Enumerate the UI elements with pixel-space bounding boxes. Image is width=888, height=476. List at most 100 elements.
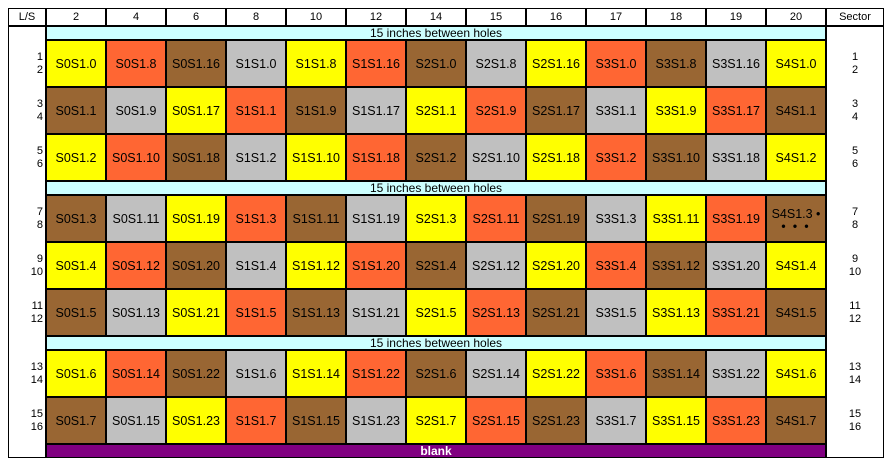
hole-tile: S0S1.21 xyxy=(166,289,226,336)
hole-tile: S3S1.11 xyxy=(646,195,706,242)
hole-tile: S2S1.23 xyxy=(526,397,586,444)
column-header: 6 xyxy=(166,8,226,26)
ls-number: 6 xyxy=(36,157,43,170)
column-header: 15 xyxy=(466,8,526,26)
sector-number: 8 xyxy=(851,218,859,231)
sector-label: 9 10 xyxy=(826,242,884,289)
hole-tile: S1S1.21 xyxy=(346,289,406,336)
hole-tile: S1S1.6 xyxy=(226,350,286,397)
hole-tile: S2S1.1 xyxy=(406,87,466,134)
hole-tile: S1S1.1 xyxy=(226,87,286,134)
sector-number: 10 xyxy=(848,265,862,278)
hole-tile: S1S1.10 xyxy=(286,134,346,181)
hole-tile: S1S1.22 xyxy=(346,350,406,397)
column-header: 17 xyxy=(586,8,646,26)
hole-tile: S1S1.13 xyxy=(286,289,346,336)
hole-tile: S3S1.7 xyxy=(586,397,646,444)
hole-tile: S3S1.6 xyxy=(586,350,646,397)
hole-tile: S1S1.9 xyxy=(286,87,346,134)
hole-tile: S1S1.12 xyxy=(286,242,346,289)
hole-tile: S2S1.17 xyxy=(526,87,586,134)
sector-number: 6 xyxy=(851,157,859,170)
hole-tile: S3S1.10 xyxy=(646,134,706,181)
ls-number: 5 xyxy=(36,144,43,157)
hole-tile: S2S1.8 xyxy=(466,40,526,87)
sector-number: 15 xyxy=(848,407,862,420)
hole-tile: S0S1.11 xyxy=(106,195,166,242)
sector-number: 2 xyxy=(851,63,859,76)
column-header: 18 xyxy=(646,8,706,26)
hole-tile: S2S1.10 xyxy=(466,134,526,181)
band-label: 15 inches between holes xyxy=(46,26,826,40)
sector-number: 16 xyxy=(848,420,862,433)
band-label: 15 inches between holes xyxy=(46,336,826,350)
sector-number: 7 xyxy=(851,205,859,218)
hole-tile: S3S1.13 xyxy=(646,289,706,336)
hole-tile: S0S1.10 xyxy=(106,134,166,181)
ls-number: 13 xyxy=(30,360,43,373)
hole-tile: S2S1.20 xyxy=(526,242,586,289)
hole-tile: S2S1.0 xyxy=(406,40,466,87)
hole-tile: S1S1.3 xyxy=(226,195,286,242)
sector-label: 13 14 xyxy=(826,350,884,397)
hole-tile: S3S1.12 xyxy=(646,242,706,289)
header-sector-label: Sector xyxy=(826,8,884,26)
column-header: 12 xyxy=(346,8,406,26)
hole-tile: S3S1.5 xyxy=(586,289,646,336)
ls-number: 9 xyxy=(36,252,43,265)
hole-tile: S2S1.12 xyxy=(466,242,526,289)
hole-tile: S3S1.2 xyxy=(586,134,646,181)
hole-tile: S0S1.5 xyxy=(46,289,106,336)
sector-number: 12 xyxy=(848,312,862,325)
hole-tile: S0S1.4 xyxy=(46,242,106,289)
hole-tile: S1S1.19 xyxy=(346,195,406,242)
hole-tile: S0S1.19 xyxy=(166,195,226,242)
ls-number: 1 xyxy=(36,50,43,63)
column-header: 14 xyxy=(406,8,466,26)
hole-tile: S2S1.18 xyxy=(526,134,586,181)
hole-tile: S1S1.15 xyxy=(286,397,346,444)
sector-label: 15 16 xyxy=(826,397,884,444)
hole-tile: S2S1.5 xyxy=(406,289,466,336)
hole-label: S4S1.3 • xyxy=(771,206,821,221)
hole-tile: S1S1.7 xyxy=(226,397,286,444)
hole-tile: S3S1.23 xyxy=(706,397,766,444)
column-header: 4 xyxy=(106,8,166,26)
ls-number: 11 xyxy=(31,299,43,312)
hole-tile: S2S1.15 xyxy=(466,397,526,444)
hole-tile: S2S1.4 xyxy=(406,242,466,289)
hole-tile: S4S1.3 • • • • xyxy=(766,195,826,242)
hole-tile: S1S1.16 xyxy=(346,40,406,87)
ls-number: 15 xyxy=(30,407,43,420)
hole-tile: S3S1.22 xyxy=(706,350,766,397)
sector-number: 14 xyxy=(848,373,862,386)
ls-number: 3 xyxy=(36,97,43,110)
column-header: 2 xyxy=(46,8,106,26)
hole-tile: S3S1.0 xyxy=(586,40,646,87)
ls-number: 16 xyxy=(30,420,43,433)
ls-number: 2 xyxy=(36,63,43,76)
left-frame xyxy=(8,26,46,458)
hole-tile: S0S1.22 xyxy=(166,350,226,397)
hole-tile: S0S1.18 xyxy=(166,134,226,181)
ls-number: 14 xyxy=(30,373,43,386)
hole-tile: S0S1.6 xyxy=(46,350,106,397)
ls-label: 13 14 xyxy=(8,350,46,397)
hole-tile: S1S1.18 xyxy=(346,134,406,181)
hole-tile: S2S1.16 xyxy=(526,40,586,87)
hole-tile: S1S1.20 xyxy=(346,242,406,289)
hole-tile: S2S1.9 xyxy=(466,87,526,134)
hole-tile: S4S1.0 xyxy=(766,40,826,87)
hole-tile: S0S1.12 xyxy=(106,242,166,289)
hole-tile: S4S1.2 xyxy=(766,134,826,181)
hole-tile: S3S1.14 xyxy=(646,350,706,397)
hole-tile: S3S1.1 xyxy=(586,87,646,134)
hole-tile: S0S1.16 xyxy=(166,40,226,87)
ls-number: 7 xyxy=(36,205,43,218)
hole-tile: S3S1.19 xyxy=(706,195,766,242)
